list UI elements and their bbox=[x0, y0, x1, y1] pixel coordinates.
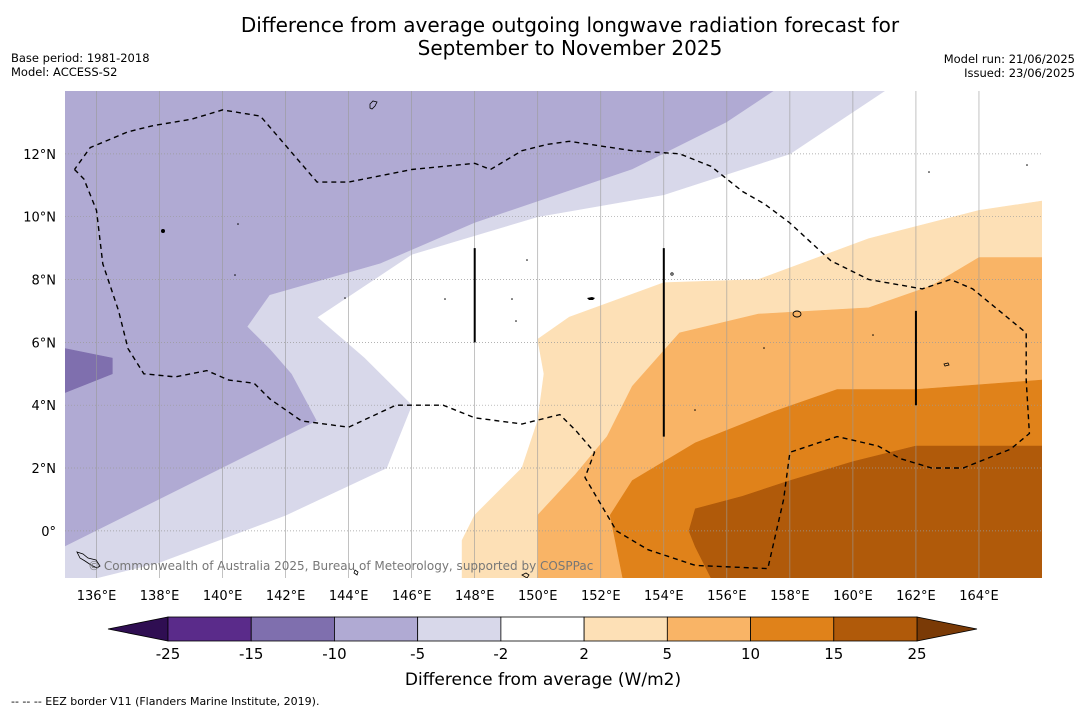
x-tick-label: 158°E bbox=[770, 589, 810, 604]
x-tick-label: 154°E bbox=[644, 589, 684, 604]
island-outlines bbox=[76, 100, 1028, 578]
eez-border-line bbox=[73, 109, 1031, 570]
y-tick-label: 4°N bbox=[32, 399, 57, 414]
eez-footnote: -- -- -- EEZ border V11 (Flanders Marine… bbox=[11, 695, 320, 708]
model-run-label: Model run: 21/06/2025 bbox=[943, 52, 1075, 66]
y-axis-ticks: 0° 2°N 4°N 6°N 8°N 10°N 12°N bbox=[23, 148, 56, 540]
x-tick-label: 164°E bbox=[959, 589, 999, 604]
colorbar-swatch-6 bbox=[666, 616, 751, 642]
colorbar-tick-label: 2 bbox=[579, 645, 589, 663]
colorbar-tick-label: 25 bbox=[907, 645, 926, 663]
colorbar-tick-label: 5 bbox=[663, 645, 673, 663]
anomaly-regions bbox=[65, 91, 1042, 578]
colorbar-label: Difference from average (W/m2) bbox=[405, 670, 681, 690]
chart-title-line-1: Difference from average outgoing longwav… bbox=[240, 13, 900, 37]
y-tick-label: 2°N bbox=[32, 462, 57, 477]
model-label: Model: ACCESS-S2 bbox=[11, 65, 118, 79]
x-axis-ticks: 136°E 138°E 140°E 142°E 144°E 146°E 148°E 150°E… bbox=[77, 589, 999, 604]
colorbar-swatch-8 bbox=[833, 616, 918, 642]
copyright-notice: © Commonwealth of Australia 2025, Bureau… bbox=[88, 559, 593, 573]
x-tick-label: 162°E bbox=[896, 589, 936, 604]
x-tick-label: 160°E bbox=[833, 589, 873, 604]
colorbar-swatch-0 bbox=[167, 616, 252, 642]
x-tick-label: 140°E bbox=[203, 589, 243, 604]
colorbar-extend-low bbox=[107, 616, 169, 642]
colorbar-swatch-3 bbox=[417, 616, 502, 642]
y-tick-label: 6°N bbox=[32, 336, 57, 351]
colorbar-tick-label: 10 bbox=[741, 645, 760, 663]
y-tick-label: 0° bbox=[41, 525, 56, 540]
colorbar-tick-label: -25 bbox=[156, 645, 181, 663]
colorbar-tick-label: -15 bbox=[239, 645, 264, 663]
ensemble-spread-bars bbox=[473, 248, 917, 437]
y-tick-label: 10°N bbox=[23, 211, 56, 226]
eez-border bbox=[73, 109, 1031, 570]
y-tick-label: 8°N bbox=[32, 274, 57, 289]
x-tick-label: 146°E bbox=[392, 589, 432, 604]
colorbar-tick-label: -10 bbox=[322, 645, 347, 663]
chart-title-line-2: September to November 2025 bbox=[417, 36, 723, 60]
x-tick-label: 144°E bbox=[329, 589, 369, 604]
anomaly-region-6 bbox=[688, 445, 1042, 578]
colorbar-swatch-7 bbox=[750, 616, 835, 642]
gridlines bbox=[65, 91, 1042, 578]
x-tick-label: 142°E bbox=[266, 589, 306, 604]
x-tick-label: 136°E bbox=[77, 589, 117, 604]
model-info: Base period: 1981-2018 Model: ACCESS-S2 bbox=[11, 51, 150, 79]
base-period-label: Base period: 1981-2018 bbox=[11, 51, 150, 65]
x-tick-label: 152°E bbox=[581, 589, 621, 604]
colorbar-tick-label: -5 bbox=[410, 645, 425, 663]
y-tick-label: 12°N bbox=[23, 148, 56, 163]
x-tick-label: 150°E bbox=[518, 589, 558, 604]
x-tick-label: 148°E bbox=[455, 589, 495, 604]
issued-label: Issued: 23/06/2025 bbox=[964, 66, 1075, 80]
chart-title: Difference from average outgoing longwav… bbox=[170, 14, 970, 60]
anomaly-region-1 bbox=[65, 91, 885, 578]
run-info: Model run: 21/06/2025 Issued: 23/06/2025 bbox=[944, 52, 1075, 80]
colorbar-tick-label: 15 bbox=[824, 645, 843, 663]
x-tick-label: 138°E bbox=[140, 589, 180, 604]
x-tick-label: 156°E bbox=[707, 589, 747, 604]
colorbar: -25 -15 -10 -5 -2 2 5 10 15 25 bbox=[107, 616, 978, 663]
colorbar-swatch-4 bbox=[500, 616, 585, 642]
colorbar-tick-label: -2 bbox=[493, 645, 508, 663]
colorbar-extend-high bbox=[916, 616, 978, 642]
colorbar-swatch-1 bbox=[250, 616, 335, 642]
colorbar-swatch-2 bbox=[334, 616, 419, 642]
colorbar-swatch-5 bbox=[583, 616, 668, 642]
